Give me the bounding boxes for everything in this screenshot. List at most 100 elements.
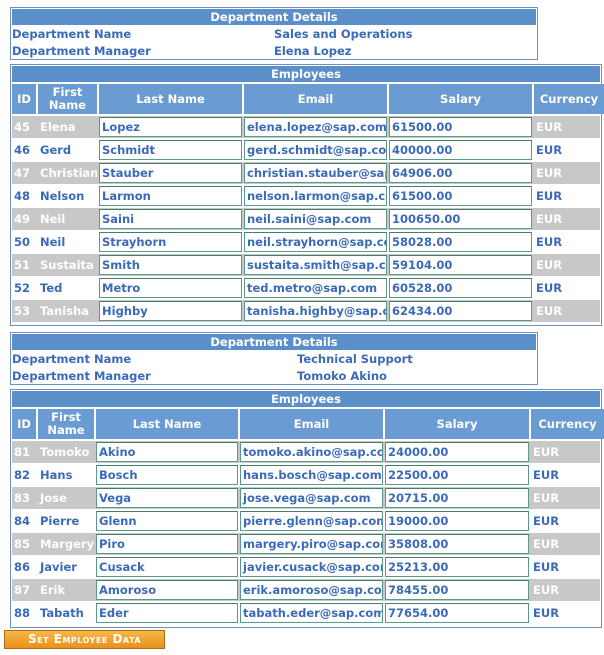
cell-text: EUR	[536, 258, 563, 272]
input-field[interactable]: gerd.schmidt@sap.com	[244, 140, 387, 160]
input-field[interactable]: 61500.00	[389, 186, 532, 206]
detail-label: Department Manager	[12, 44, 151, 58]
cell-text: 86	[14, 560, 31, 574]
input-field[interactable]: pierre.glenn@sap.com	[240, 511, 383, 531]
input-field[interactable]: 19000.00	[385, 511, 529, 531]
input-field[interactable]: nelson.larmon@sap.com	[244, 186, 387, 206]
input-field[interactable]: 20715.00	[385, 488, 529, 508]
column-header: Last Name	[96, 409, 238, 439]
cell-text: EUR	[533, 514, 560, 528]
input-field[interactable]: Smith	[99, 255, 242, 275]
input-field[interactable]: elena.lopez@sap.com	[244, 117, 387, 137]
column-header: First Name	[38, 84, 97, 114]
cell-text: 50	[14, 235, 31, 249]
input-field[interactable]: Eder	[96, 603, 238, 623]
input-field[interactable]: 64906.00	[389, 163, 532, 183]
input-field[interactable]: 58028.00	[389, 232, 532, 252]
input-field[interactable]: jose.vega@sap.com	[240, 488, 383, 508]
cell-text: 45	[14, 120, 31, 134]
detail-label: Department Name	[12, 27, 132, 41]
employees-table	[10, 64, 602, 326]
cell-text: Margery	[40, 537, 94, 551]
cell-text: Hans	[40, 468, 73, 482]
cell-text: EUR	[536, 304, 563, 318]
input-field[interactable]: 40000.00	[389, 140, 532, 160]
details-header: Department Details	[12, 9, 536, 25]
input-field[interactable]: ted.metro@sap.com	[244, 278, 387, 298]
input-field[interactable]: tomoko.akino@sap.com	[240, 442, 383, 462]
cell-text: Ted	[40, 281, 63, 295]
input-field[interactable]: 22500.00	[385, 465, 529, 485]
cell-text: Gerd	[40, 143, 72, 157]
cell-text: Neil	[40, 235, 66, 249]
cell-text: 82	[14, 468, 31, 482]
input-field[interactable]: Glenn	[96, 511, 238, 531]
input-field[interactable]: Lopez	[99, 117, 242, 137]
cell-text: EUR	[536, 120, 563, 134]
cell-text: EUR	[536, 143, 563, 157]
input-field[interactable]: Akino	[96, 442, 238, 462]
input-field[interactable]: Saini	[99, 209, 242, 229]
set-employee-data-button[interactable]: Set Employee Data	[4, 630, 165, 649]
input-field[interactable]: neil.strayhorn@sap.com	[244, 232, 387, 252]
column-header: Currency	[534, 84, 604, 114]
input-field[interactable]: 62434.00	[389, 301, 532, 321]
input-field[interactable]: Strayhorn	[99, 232, 242, 252]
detail-value: Elena Lopez	[274, 44, 352, 58]
details-header: Department Details	[12, 334, 536, 350]
cell-text: 83	[14, 491, 31, 505]
input-field[interactable]: Vega	[96, 488, 238, 508]
input-field[interactable]: Highby	[99, 301, 242, 321]
column-header: Last Name	[99, 84, 242, 114]
detail-label: Department Name	[12, 352, 132, 366]
input-field[interactable]: tanisha.highby@sap.com	[244, 301, 387, 321]
cell-text: 52	[14, 281, 31, 295]
detail-label: Department Manager	[12, 369, 151, 383]
cell-text: Elena	[40, 120, 76, 134]
input-field[interactable]: neil.saini@sap.com	[244, 209, 387, 229]
input-field[interactable]: Piro	[96, 534, 238, 554]
input-field[interactable]: hans.bosch@sap.com	[240, 465, 383, 485]
input-field[interactable]: 60528.00	[389, 278, 532, 298]
cell-text: EUR	[536, 189, 563, 203]
input-field[interactable]: javier.cusack@sap.com	[240, 557, 383, 577]
department-details	[10, 332, 538, 385]
input-field[interactable]: 78455.00	[385, 580, 529, 600]
cell-text: 53	[14, 304, 31, 318]
input-field[interactable]: 100650.00	[389, 209, 532, 229]
input-field[interactable]: Cusack	[96, 557, 238, 577]
input-field[interactable]: christian.stauber@sap.com	[244, 163, 387, 183]
input-field[interactable]: Amoroso	[96, 580, 238, 600]
cell-text: 49	[14, 212, 31, 226]
input-field[interactable]: Metro	[99, 278, 242, 298]
cell-text: Tabath	[40, 606, 84, 620]
input-field[interactable]: sustaita.smith@sap.com	[244, 255, 387, 275]
input-field[interactable]: Stauber	[99, 163, 242, 183]
input-field[interactable]: Bosch	[96, 465, 238, 485]
input-field[interactable]: 35808.00	[385, 534, 529, 554]
cell-text: EUR	[533, 491, 560, 505]
cell-text: Tomoko	[40, 445, 90, 459]
input-field[interactable]: Larmon	[99, 186, 242, 206]
cell-text: EUR	[536, 281, 563, 295]
cell-text: EUR	[533, 445, 560, 459]
cell-text: Pierre	[40, 514, 80, 528]
input-field[interactable]: margery.piro@sap.com	[240, 534, 383, 554]
input-field[interactable]: 25213.00	[385, 557, 529, 577]
cell-text: 47	[14, 166, 31, 180]
column-header: ID	[12, 409, 36, 439]
cell-text: Sustaita	[40, 258, 94, 272]
cell-text: Jose	[40, 491, 67, 505]
input-field[interactable]: 59104.00	[389, 255, 532, 275]
cell-text: EUR	[536, 166, 563, 180]
input-field[interactable]: tabath.eder@sap.com	[240, 603, 383, 623]
cell-text: EUR	[536, 235, 563, 249]
input-field[interactable]: 77654.00	[385, 603, 529, 623]
employees-header: Employees	[12, 391, 600, 407]
input-field[interactable]: erik.amoroso@sap.com	[240, 580, 383, 600]
cell-text: 84	[14, 514, 31, 528]
input-field[interactable]: 61500.00	[389, 117, 532, 137]
cell-text: 46	[14, 143, 31, 157]
input-field[interactable]: Schmidt	[99, 140, 242, 160]
input-field[interactable]: 24000.00	[385, 442, 529, 462]
